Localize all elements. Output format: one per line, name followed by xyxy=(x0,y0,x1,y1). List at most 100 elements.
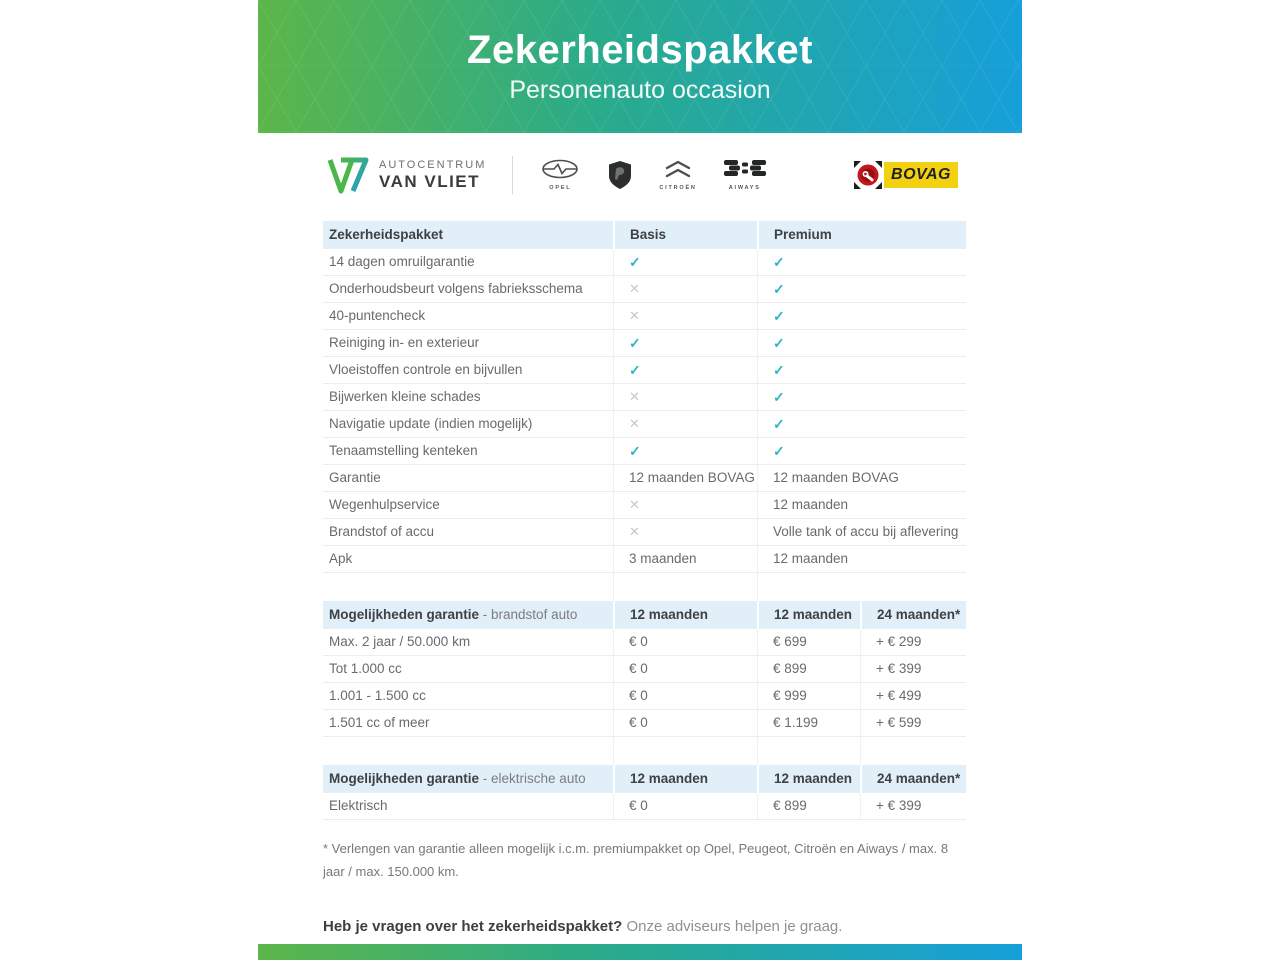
table-row: Max. 2 jaar / 50.000 km € 0 € 699 + € 299 xyxy=(323,629,966,656)
cross-icon: ✕ xyxy=(613,492,757,518)
footnote: * Verlengen van garantie alleen mogelijk… xyxy=(323,841,949,879)
dealer-logo: AUTOCENTRUM VAN VLIET xyxy=(326,154,486,196)
header-banner: Zekerheidspakket Personenauto occasion xyxy=(258,0,1022,133)
column-header: 24 maanden* xyxy=(860,601,966,629)
check-icon: ✓ xyxy=(757,303,966,329)
cross-icon: ✕ xyxy=(613,303,757,329)
check-icon: ✓ xyxy=(613,249,757,275)
row-value: € 1.199 xyxy=(757,710,860,736)
check-icon: ✓ xyxy=(757,384,966,410)
row-label: Elektrisch xyxy=(329,798,388,813)
check-icon: ✓ xyxy=(613,438,757,464)
check-icon: ✓ xyxy=(613,330,757,356)
row-value: € 899 xyxy=(757,656,860,682)
closing-line: Heb je vragen over het zekerheidspakket?… xyxy=(323,918,1022,935)
table1-body: 14 dagen omruilgarantie ✓ ✓ Onderhoudsbeurt… xyxy=(323,249,966,573)
dealer-name-top: AUTOCENTRUM xyxy=(379,158,487,171)
row-label: Navigatie update (indien mogelijk) xyxy=(329,416,533,431)
table-row: Bijwerken kleine schades ✕ ✓ xyxy=(323,384,966,411)
row-value: € 999 xyxy=(757,683,860,709)
check-icon: ✓ xyxy=(757,438,966,464)
column-header: 12 maanden xyxy=(613,765,757,793)
row-value: € 0 xyxy=(613,656,757,682)
check-icon: ✓ xyxy=(757,357,966,383)
vanvliet-mark-icon xyxy=(327,157,369,194)
table-row: Brandstof of accu ✕ Volle tank of accu bij… xyxy=(323,519,966,546)
peugeot-logo-icon xyxy=(607,160,633,190)
row-label: Tot 1.000 cc xyxy=(329,661,402,676)
table-row: Wegenhulpservice ✕ 12 maanden xyxy=(323,492,966,519)
row-value: € 899 xyxy=(757,793,860,819)
cross-icon: ✕ xyxy=(613,411,757,437)
column-header: 12 maanden xyxy=(757,601,860,629)
column-header: 12 maanden xyxy=(613,601,757,629)
table3-header: Mogelijkheden garantie - elektrische aut… xyxy=(323,765,966,793)
check-icon: ✓ xyxy=(757,330,966,356)
column-header: 12 maanden xyxy=(757,765,860,793)
table-row: Tot 1.000 cc € 0 € 899 + € 399 xyxy=(323,656,966,683)
table2-body: Max. 2 jaar / 50.000 km € 0 € 699 + € 299 To… xyxy=(323,629,966,737)
row-value: € 0 xyxy=(613,629,757,655)
table-gap xyxy=(323,737,966,765)
row-label: 40-puntencheck xyxy=(329,308,426,323)
bovag-emblem-icon xyxy=(854,161,883,189)
table-row: Reiniging in- en exterieur ✓ ✓ xyxy=(323,330,966,357)
brand-logos: OPEL CITROËN xyxy=(539,159,766,191)
row-value: + € 399 xyxy=(860,793,966,819)
table-gap xyxy=(323,573,966,601)
table3-title: Mogelijkheden garantie - elektrische aut… xyxy=(323,765,613,793)
row-label: 14 dagen omruilgarantie xyxy=(329,254,475,269)
bovag-logo: BOVAG xyxy=(854,161,958,189)
table-row: Apk 3 maanden 12 maanden xyxy=(323,546,966,573)
row-value: 3 maanden xyxy=(613,546,757,572)
table2-title: Mogelijkheden garantie - brandstof auto xyxy=(323,601,613,629)
citroen-logo-icon: CITROËN xyxy=(659,159,696,191)
opel-logo-icon: OPEL xyxy=(539,159,581,191)
dealer-name-bottom: VAN VLIET xyxy=(379,171,481,191)
row-value: € 0 xyxy=(613,710,757,736)
table-row: 1.001 - 1.500 cc € 0 € 999 + € 499 xyxy=(323,683,966,710)
row-label: Wegenhulpservice xyxy=(329,497,440,512)
row-label: Garantie xyxy=(329,470,381,485)
cross-icon: ✕ xyxy=(613,384,757,410)
cross-icon: ✕ xyxy=(613,519,757,545)
table-row: Navigatie update (indien mogelijk) ✕ ✓ xyxy=(323,411,966,438)
table-row: Garantie 12 maanden BOVAG 12 maanden BOVAG xyxy=(323,465,966,492)
document: Zekerheidspakket Personenauto occasion xyxy=(258,0,1022,960)
row-value: € 0 xyxy=(613,683,757,709)
check-icon: ✓ xyxy=(757,411,966,437)
table3-body: Elektrisch € 0 € 899 + € 399 xyxy=(323,793,966,820)
comparison-tables: Zekerheidspakket Basis Premium 14 dagen … xyxy=(323,221,966,820)
column-header: Zekerheidspakket xyxy=(323,221,613,249)
row-label: 1.501 cc of meer xyxy=(329,715,430,730)
column-header-premium: Premium xyxy=(757,221,966,249)
cross-icon: ✕ xyxy=(613,276,757,302)
table-row: Onderhoudsbeurt volgens fabrieksschema ✕ ✓ xyxy=(323,276,966,303)
table-row: Elektrisch € 0 € 899 + € 399 xyxy=(323,793,966,820)
check-icon: ✓ xyxy=(757,276,966,302)
row-label: Vloeistoffen controle en bijvullen xyxy=(329,362,523,377)
page-title: Zekerheidspakket xyxy=(467,28,813,72)
row-value: + € 299 xyxy=(860,629,966,655)
row-label: Reiniging in- en exterieur xyxy=(329,335,480,350)
table-row: Vloeistoffen controle en bijvullen ✓ ✓ xyxy=(323,357,966,384)
row-label: Onderhoudsbeurt volgens fabrieksschema xyxy=(329,281,583,296)
row-label: Bijwerken kleine schades xyxy=(329,389,481,404)
row-value: 12 maanden BOVAG xyxy=(613,465,757,491)
triangle-pattern xyxy=(258,0,1022,133)
row-label: Apk xyxy=(329,551,353,566)
column-header: 24 maanden* xyxy=(860,765,966,793)
logo-row: AUTOCENTRUM VAN VLIET OPEL xyxy=(326,147,958,203)
table-row: 14 dagen omruilgarantie ✓ ✓ xyxy=(323,249,966,276)
footer-gradient-bar xyxy=(258,944,1022,960)
table-row: Tenaamstelling kenteken ✓ ✓ xyxy=(323,438,966,465)
row-value: + € 599 xyxy=(860,710,966,736)
row-value: 12 maanden xyxy=(757,546,966,572)
bovag-label: BOVAG xyxy=(891,166,951,183)
row-label: 1.001 - 1.500 cc xyxy=(329,688,426,703)
column-header-basis: Basis xyxy=(613,221,757,249)
table-row: 40-puntencheck ✕ ✓ xyxy=(323,303,966,330)
row-label: Tenaamstelling kenteken xyxy=(329,443,478,458)
closing-answer: Onze adviseurs helpen je graag. xyxy=(622,917,843,935)
